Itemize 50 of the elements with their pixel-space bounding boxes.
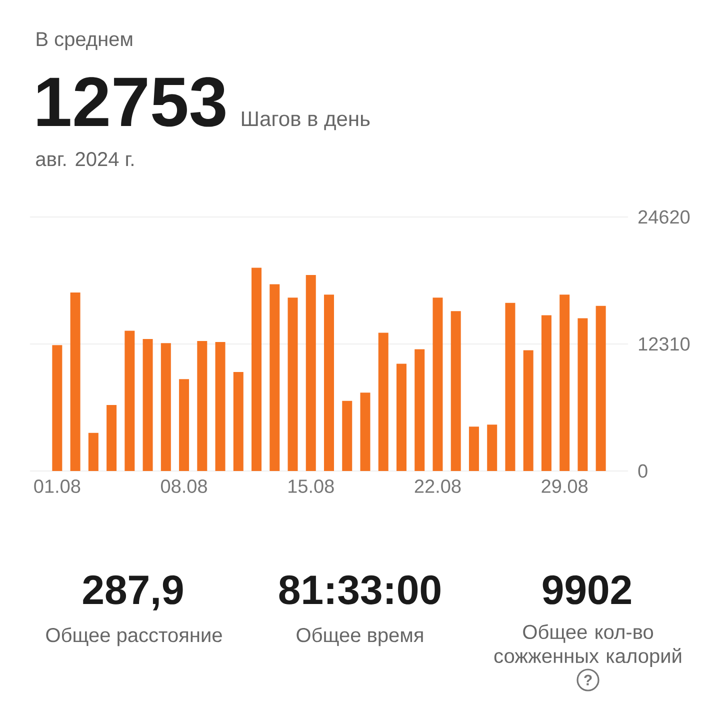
bar [505,302,516,471]
bar [52,345,62,471]
bar [106,404,117,471]
text: Общее время [296,627,423,646]
bar [160,343,171,471]
text: 9902 [542,575,631,604]
bar [142,338,153,471]
bar [541,315,552,471]
x-tick-label: 15.08 [288,480,334,493]
x-tick-label: 08.08 [160,480,207,493]
bar [233,372,244,471]
text: Общее расстояние [46,627,222,646]
bar [88,432,98,471]
bar [270,284,280,471]
text: В среднем [36,32,132,50]
y-tick-label: 24620 [638,210,690,224]
bar [124,330,135,471]
bar [414,349,425,471]
bar [252,268,262,471]
bar [197,341,208,471]
bar [578,318,588,471]
bar [342,400,352,471]
text: 12753 [38,77,226,127]
bar [179,379,190,471]
bar [468,426,479,471]
bar [560,294,570,471]
text: ? [584,674,592,686]
x-tick-label: 01.08 [34,480,80,493]
text: 287,9 [83,575,183,610]
bar [396,364,406,471]
bar [450,311,461,471]
text: Шагов в день [242,112,370,130]
text: Общее кол-во сожженных калорий [494,624,682,668]
bar [487,424,498,471]
text: 81:33:00 [279,575,440,604]
x-tick-label: 22.08 [414,480,461,493]
y-tick-label: 12310 [638,337,690,351]
x-tick-label: 29.08 [542,480,588,493]
bar [70,292,80,471]
bar [523,350,534,471]
bar [360,392,370,471]
bar [432,298,443,471]
text: авг. 2024 г. [36,152,134,166]
bar [324,294,334,471]
y-tick-label: 0 [638,464,648,478]
bar [306,274,316,471]
bar [215,342,226,471]
bar [378,332,388,471]
bar [596,306,606,471]
bar [288,298,298,471]
